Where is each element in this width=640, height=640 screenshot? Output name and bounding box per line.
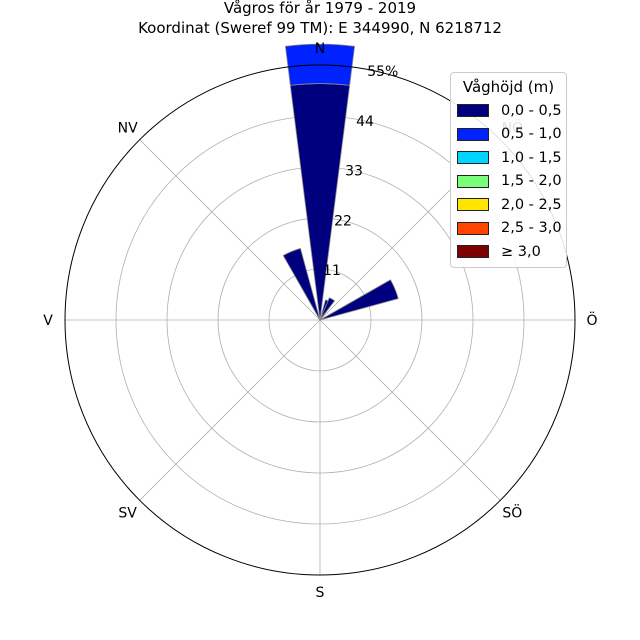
legend-swatch xyxy=(457,198,489,212)
direction-label: S xyxy=(316,585,325,601)
legend-item: 1,5 - 2,0 xyxy=(457,170,562,194)
legend-swatch xyxy=(457,245,489,259)
direction-label: SÖ xyxy=(502,503,522,521)
rose-bar xyxy=(319,297,336,321)
rose-bar xyxy=(282,247,321,321)
legend: Våghöjd (m) 0,0 - 0,5 0,5 - 1,0 1,0 - 1,… xyxy=(450,72,567,268)
legend-label: 0,0 - 0,5 xyxy=(501,102,562,119)
legend-label: 2,5 - 3,0 xyxy=(501,220,562,237)
legend-title: Våghöjd (m) xyxy=(462,78,555,96)
direction-label: SV xyxy=(118,505,137,521)
legend-item: 1,0 - 1,5 xyxy=(457,146,562,170)
polar-frame xyxy=(64,64,576,576)
chart-subtitle: Koordinat (Sweref 99 TM): E 344990, N 62… xyxy=(138,19,502,37)
legend-swatch xyxy=(457,174,489,188)
grid-spoke xyxy=(139,319,321,501)
legend-label: 2,0 - 2,5 xyxy=(501,196,562,213)
radial-tick-label: 11 xyxy=(323,263,341,279)
legend-item: 0,5 - 1,0 xyxy=(457,123,562,147)
legend-label: 1,0 - 1,5 xyxy=(501,149,562,166)
legend-item: 2,0 - 2,5 xyxy=(457,193,562,217)
legend-swatch xyxy=(457,104,489,118)
legend-item: 0,0 - 0,5 xyxy=(457,99,562,123)
legend-item: 2,5 - 3,0 xyxy=(457,217,562,241)
grid-spoke xyxy=(139,139,321,321)
legend-label: 0,5 - 1,0 xyxy=(501,126,562,143)
chart-title: Vågros för år 1979 - 2019 xyxy=(223,0,417,17)
direction-label: Ö xyxy=(586,311,597,329)
legend-item: ≥ 3,0 xyxy=(457,240,560,264)
radial-tick-label: 55% xyxy=(367,64,398,80)
legend-swatch xyxy=(457,151,489,165)
direction-label: NV xyxy=(118,121,138,137)
radial-tick-label: 33 xyxy=(345,164,363,180)
radial-tick-label: 44 xyxy=(356,114,374,130)
grid-spoke xyxy=(319,319,501,501)
rose-bar xyxy=(289,83,351,321)
legend-swatch xyxy=(457,221,489,235)
radial-tick-label: 22 xyxy=(334,213,352,229)
legend-swatch xyxy=(457,127,489,141)
direction-label: N xyxy=(315,41,325,57)
rose-bar xyxy=(319,279,399,321)
legend-label: ≥ 3,0 xyxy=(501,243,541,260)
direction-label: V xyxy=(43,313,53,329)
legend-label: 1,5 - 2,0 xyxy=(501,173,562,190)
